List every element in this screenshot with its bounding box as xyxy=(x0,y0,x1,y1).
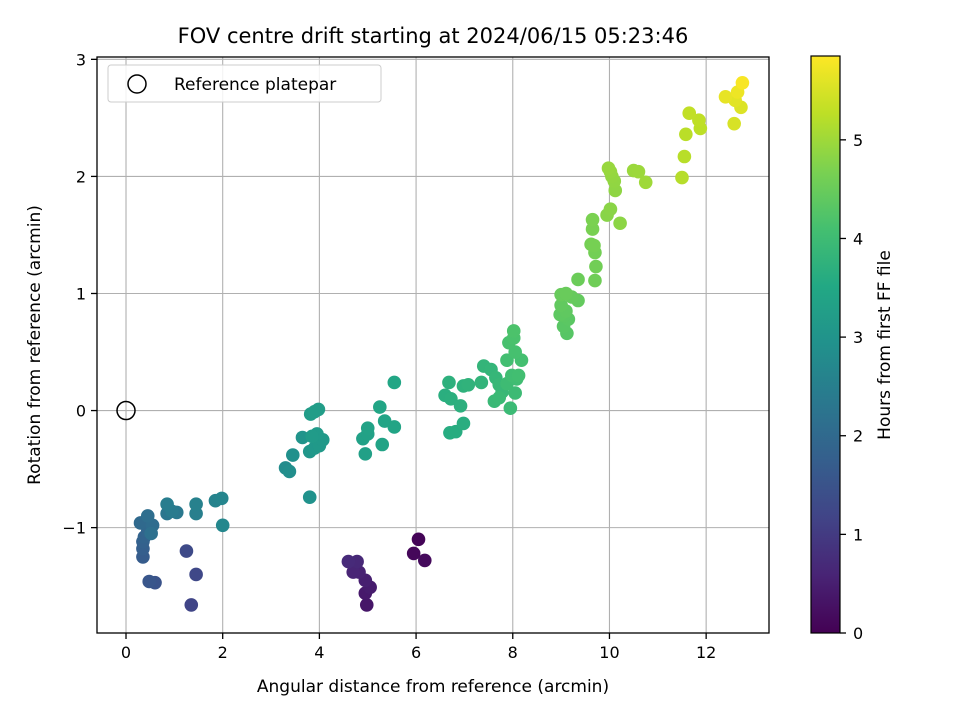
legend-box xyxy=(107,64,382,103)
data-point xyxy=(589,259,603,274)
data-point xyxy=(727,116,741,131)
colorbar-tick-label: 0 xyxy=(853,624,863,643)
data-point xyxy=(474,375,489,390)
data-points xyxy=(133,75,750,612)
data-point xyxy=(508,386,522,400)
data-point xyxy=(360,421,375,435)
data-point xyxy=(189,506,203,521)
data-point xyxy=(406,546,421,561)
x-tick-label: 4 xyxy=(314,643,324,662)
x-axis-ticks: 0 2 4 6 8 10 12 xyxy=(121,633,716,662)
chart-title: FOV centre drift starting at 2024/06/15 … xyxy=(178,24,689,48)
data-point xyxy=(359,598,374,612)
data-point xyxy=(638,175,653,190)
data-point xyxy=(492,390,507,405)
data-point xyxy=(189,567,203,582)
data-point xyxy=(375,437,390,452)
data-point xyxy=(160,497,174,512)
data-point xyxy=(417,553,432,568)
plot-frame xyxy=(96,56,770,634)
data-point xyxy=(142,574,157,589)
data-point xyxy=(456,416,471,431)
data-point xyxy=(675,170,689,185)
data-point xyxy=(373,400,387,414)
x-axis-label: Angular distance from reference (arcmin) xyxy=(257,677,609,697)
data-point xyxy=(387,420,402,434)
x-tick-label: 0 xyxy=(121,643,131,662)
data-point xyxy=(587,238,601,253)
colorbar xyxy=(810,55,841,634)
y-axis-label: Rotation from reference (arcmin) xyxy=(25,205,45,485)
data-point xyxy=(358,447,373,461)
data-point xyxy=(453,399,468,413)
data-point xyxy=(442,375,456,390)
data-point xyxy=(444,392,458,406)
data-point xyxy=(631,164,646,179)
colorbar-tick-label: 4 xyxy=(853,229,863,248)
data-point xyxy=(692,113,706,128)
colorbar-ticks: 0 1 2 3 4 5 xyxy=(840,131,863,643)
y-tick-label: 3 xyxy=(76,50,86,69)
grid-lines xyxy=(97,57,769,633)
data-point xyxy=(302,490,317,504)
colorbar-tick-label: 2 xyxy=(853,427,863,446)
data-point xyxy=(682,106,697,120)
data-point xyxy=(144,526,158,541)
data-point xyxy=(503,401,518,416)
data-point xyxy=(679,127,693,142)
y-tick-label: 2 xyxy=(76,167,86,186)
y-tick-label: −1 xyxy=(62,519,86,538)
colorbar-tick-label: 3 xyxy=(853,328,863,347)
data-point xyxy=(311,402,326,417)
data-point xyxy=(189,497,203,512)
data-point xyxy=(341,554,356,569)
x-tick-label: 6 xyxy=(411,643,421,662)
data-point xyxy=(613,216,627,231)
data-point xyxy=(305,429,319,444)
data-point xyxy=(282,464,297,479)
legend-marker-icon xyxy=(127,74,147,94)
data-point xyxy=(585,212,600,227)
data-point xyxy=(461,378,476,392)
data-point xyxy=(585,222,600,236)
colorbar-tick-label: 1 xyxy=(853,525,863,544)
y-tick-label: 1 xyxy=(76,284,86,303)
data-point xyxy=(285,448,300,462)
data-point xyxy=(603,202,618,216)
legend: Reference platepar xyxy=(107,64,382,103)
x-tick-label: 2 xyxy=(218,643,228,662)
data-point xyxy=(718,90,733,104)
data-point xyxy=(571,272,585,287)
x-tick-label: 8 xyxy=(508,643,518,662)
data-point xyxy=(411,532,426,547)
reference-platepar-marker xyxy=(116,400,136,421)
data-point xyxy=(601,161,616,176)
data-point xyxy=(511,368,526,383)
data-point xyxy=(140,509,155,523)
x-tick-label: 12 xyxy=(696,643,716,662)
legend-entry-reference: Reference platepar xyxy=(174,75,336,95)
data-point xyxy=(346,565,361,579)
colorbar-label: Hours from first FF file xyxy=(875,250,895,440)
y-tick-label: 0 xyxy=(76,402,86,421)
data-point xyxy=(184,598,199,612)
data-point xyxy=(179,544,194,558)
data-point xyxy=(588,273,602,288)
data-point xyxy=(506,324,521,338)
data-point xyxy=(554,298,568,312)
data-point xyxy=(387,375,402,390)
x-tick-label: 10 xyxy=(599,643,619,662)
data-point xyxy=(559,286,573,301)
data-point xyxy=(735,75,750,90)
colorbar-tick-label: 5 xyxy=(853,131,863,150)
data-point xyxy=(215,518,230,533)
data-point xyxy=(214,491,229,506)
data-point xyxy=(677,149,692,164)
y-axis-ticks: −1 0 1 2 3 xyxy=(62,50,97,538)
